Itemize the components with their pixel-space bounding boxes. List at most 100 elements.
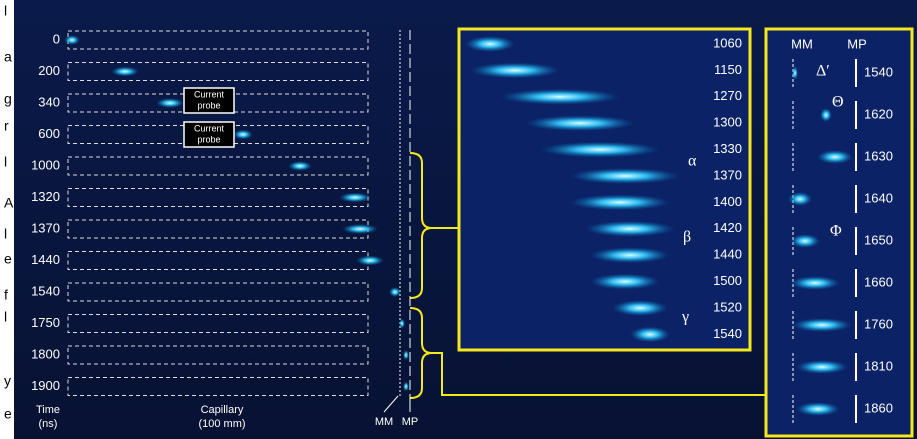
- plasma-blob: [796, 360, 848, 374]
- edge-letter: l: [4, 154, 7, 170]
- capillary-label: Capillary: [201, 404, 244, 416]
- plasma-blob: [288, 161, 312, 171]
- probe-box: [183, 87, 235, 114]
- edge-letter: e: [4, 406, 12, 422]
- time-label: 1370: [31, 220, 60, 235]
- time-label: 1750: [31, 315, 60, 330]
- time-label: Time: [36, 404, 60, 416]
- edge-letter: e: [4, 251, 12, 267]
- plasma-blob: [356, 255, 384, 266]
- time-label: 1540: [713, 326, 742, 341]
- capillary-label: (100 mm): [198, 418, 245, 430]
- edge-strip: [0, 0, 14, 439]
- plasma-blob: [540, 141, 660, 158]
- time-label: 1420: [713, 220, 742, 235]
- time-label: 1370: [713, 167, 742, 182]
- time-label: 1660: [864, 274, 893, 289]
- greek-label: Φ: [830, 223, 842, 240]
- greek-label: Δ′: [816, 63, 830, 80]
- plasma-blob: [339, 192, 371, 203]
- plasma-blob: [389, 287, 401, 297]
- edge-letter: l: [4, 3, 7, 19]
- plasma-blob: [788, 192, 812, 206]
- edge-letter: r: [4, 118, 9, 134]
- greek-label: α: [688, 153, 697, 170]
- plasma-blob: [500, 88, 620, 105]
- plasma-blob: [570, 168, 680, 184]
- edge-letter: g: [4, 91, 12, 107]
- mm-label: MM: [375, 416, 393, 428]
- mp-label: MP: [402, 416, 419, 428]
- time-label: 1270: [713, 88, 742, 103]
- header: MM: [791, 36, 813, 51]
- time-label: 1500: [713, 273, 742, 288]
- edge-letter: l: [4, 226, 7, 242]
- plasma-blob: [590, 273, 660, 290]
- probe-label: probe: [197, 100, 220, 110]
- time-label: 1440: [713, 247, 742, 262]
- plasma-blob: [399, 318, 405, 329]
- plasma-blob: [585, 220, 675, 237]
- greek-label: γ: [681, 309, 689, 326]
- edge-letter: y: [4, 373, 11, 389]
- time-label: 1620: [864, 106, 893, 121]
- plasma-blob: [342, 224, 378, 234]
- probe-label: Current: [194, 89, 225, 99]
- plasma-blob: [790, 234, 820, 248]
- time-label: 1860: [864, 400, 893, 415]
- edge-letter: l: [4, 309, 7, 325]
- edge-letter: A: [4, 195, 14, 211]
- edge-letter: f: [4, 287, 8, 303]
- time-label: (ns): [39, 418, 58, 430]
- plasma-blob: [820, 108, 832, 122]
- time-label: 1640: [864, 190, 893, 205]
- probe-label: Current: [194, 123, 225, 133]
- plasma-blob: [470, 62, 560, 79]
- plasma-blob: [403, 381, 409, 392]
- plasma-blob: [156, 98, 184, 108]
- time-label: 1520: [713, 299, 742, 314]
- plasma-blob: [796, 402, 840, 416]
- plasma-blob: [590, 247, 670, 264]
- time-label: 1900: [31, 378, 60, 393]
- time-label: 1150: [714, 62, 742, 77]
- plasma-blob: [790, 276, 840, 290]
- time-label: 600: [38, 126, 60, 141]
- greek-label: β: [683, 229, 691, 246]
- probe-label: probe: [197, 134, 220, 144]
- edge-letter: a: [4, 49, 12, 65]
- plasma-blob: [630, 326, 670, 343]
- time-label: 1810: [864, 358, 893, 373]
- time-label: 1760: [864, 316, 893, 331]
- time-label: 1800: [31, 346, 60, 361]
- plasma-blob: [233, 129, 253, 140]
- capillary-box: [67, 282, 369, 302]
- time-label: 200: [38, 63, 60, 78]
- time-label: 1320: [31, 189, 60, 204]
- greek-label: Θ: [832, 94, 844, 111]
- time-label: 0: [53, 31, 60, 46]
- plasma-blob: [64, 35, 80, 45]
- time-label: 1060: [713, 35, 742, 50]
- brace: [409, 152, 458, 299]
- plasma-blob: [111, 66, 139, 77]
- time-label: 1630: [864, 148, 893, 163]
- brace: [409, 307, 766, 399]
- plasma-blob: [570, 194, 670, 211]
- plasma-blob: [465, 36, 515, 52]
- capillary-box: [67, 377, 369, 396]
- time-label: 1400: [713, 194, 742, 209]
- plasma-blob: [792, 318, 852, 332]
- capillary-box: [67, 345, 369, 365]
- header: MP: [847, 36, 867, 51]
- time-label: 1440: [31, 252, 60, 267]
- time-label: 1540: [864, 64, 893, 79]
- plasma-blob: [792, 66, 798, 80]
- time-label: 1300: [713, 115, 742, 130]
- arrow: [383, 395, 411, 413]
- plasma-blob: [525, 115, 635, 132]
- capillary-box: [67, 314, 369, 333]
- time-label: 340: [38, 94, 60, 109]
